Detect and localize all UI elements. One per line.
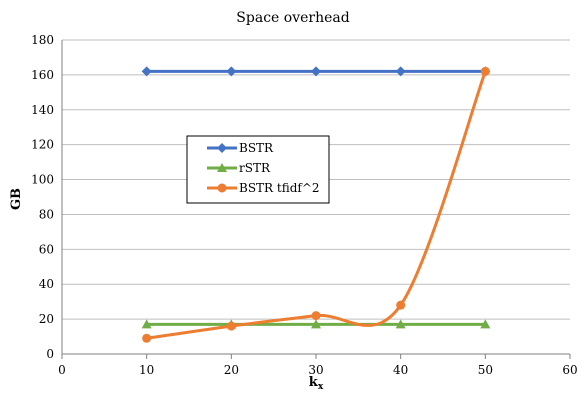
series-1-point-2 — [311, 319, 321, 329]
x-tick-label-60: 60 — [562, 363, 577, 377]
legend-label-1: rSTR — [239, 161, 271, 175]
y-tick-label-80: 80 — [39, 207, 54, 221]
x-axis-label: kx — [309, 375, 324, 392]
y-tick-label-60: 60 — [39, 242, 54, 256]
series-0-point-3 — [395, 66, 406, 77]
series-1-point-0 — [141, 319, 152, 329]
series-1-point-4 — [480, 319, 491, 329]
x-tick-label-40: 40 — [393, 363, 408, 377]
series-2-point-0 — [142, 333, 152, 343]
series-2-point-3 — [396, 300, 406, 310]
series-2-point-1 — [226, 321, 236, 331]
x-tick-label-0: 0 — [58, 363, 66, 377]
series-2-point-2 — [311, 311, 321, 321]
legend: BSTR rSTR BSTR tfidf^2 — [186, 135, 330, 204]
chart-title: Space overhead — [236, 10, 349, 26]
axes — [61, 40, 571, 359]
series-1-point-3 — [395, 319, 406, 329]
y-tick-label-40: 40 — [39, 277, 54, 291]
x-tick-label-30: 30 — [308, 363, 323, 377]
legend-swatch-marker-0 — [217, 143, 227, 153]
series-0-point-1 — [226, 66, 237, 77]
series-group — [141, 66, 491, 343]
series-2-point-4 — [480, 66, 490, 76]
legend-label-2: BSTR tfidf^2 — [239, 181, 320, 195]
x-tick-label-10: 10 — [139, 363, 154, 377]
series-2-line — [146, 70, 487, 340]
legend-label-0: BSTR — [239, 141, 274, 155]
series-0-point-0 — [141, 66, 152, 77]
legend-swatch-marker-1 — [217, 163, 227, 172]
x-axis-label-main: k — [309, 375, 319, 390]
legend-item-0: BSTR — [207, 141, 274, 155]
x-tick-label-20: 20 — [224, 363, 239, 377]
series-2 — [142, 66, 490, 343]
series-0-point-2 — [311, 66, 321, 77]
x-tick-labels: 0 10 20 30 40 50 60 — [58, 363, 577, 377]
x-tick-label-50: 50 — [478, 363, 493, 377]
y-tick-label-100: 100 — [31, 173, 54, 187]
y-tick-labels: 0 20 40 60 80 100 120 140 160 180 — [31, 33, 54, 361]
y-tick-label-20: 20 — [39, 312, 54, 326]
legend-item-1: rSTR — [207, 161, 271, 175]
y-axis-label: GB — [9, 188, 24, 210]
y-tick-label-0: 0 — [46, 347, 54, 361]
x-axis-label-subscript: x — [318, 382, 324, 392]
legend-swatch-marker-2 — [217, 183, 227, 193]
y-tick-label-120: 120 — [31, 138, 54, 152]
y-tick-label-160: 160 — [31, 68, 54, 82]
y-tick-label-140: 140 — [31, 103, 54, 117]
y-tick-label-180: 180 — [31, 33, 54, 47]
legend-item-2: BSTR tfidf^2 — [207, 181, 320, 195]
